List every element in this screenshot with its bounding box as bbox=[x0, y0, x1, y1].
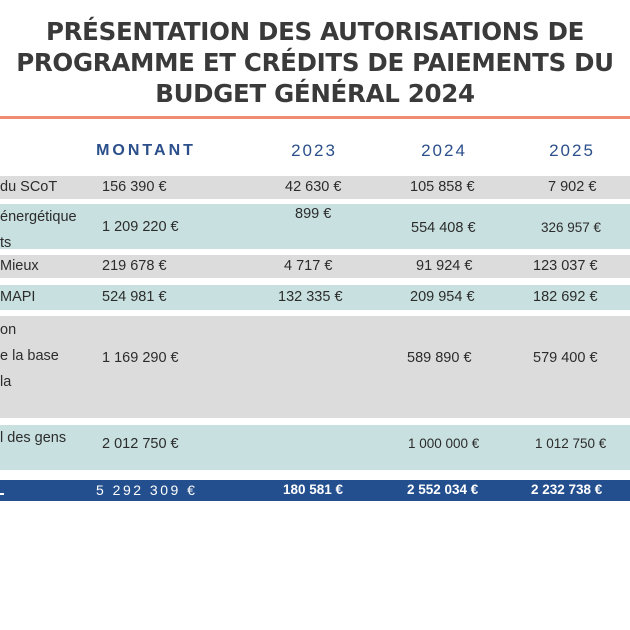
table-row: Mieux 219 678 € 4 717 € 91 924 € 123 037… bbox=[0, 255, 630, 278]
cell-2025: 7 902 € bbox=[548, 179, 597, 195]
title-line-2: PROGRAMME ET CRÉDITS DE PAIEMENTS DU bbox=[16, 48, 614, 77]
cell-2025: 123 037 € bbox=[533, 258, 598, 274]
cell-2025: 182 692 € bbox=[533, 289, 598, 305]
column-header-montant: MONTANT bbox=[96, 142, 196, 159]
column-header-2023: 2023 bbox=[291, 141, 337, 160]
row-label: Mieux bbox=[0, 258, 39, 274]
table-row: l des gens 2 012 750 € 1 000 000 € 1 012… bbox=[0, 425, 630, 470]
cell-2024: 1 000 000 € bbox=[408, 436, 480, 451]
row-label: on e la base la bbox=[0, 322, 59, 390]
row-label: du SCoT bbox=[0, 179, 58, 195]
table-row: énergétique ts 1 209 220 € 899 € 554 408… bbox=[0, 204, 630, 251]
cell-2023: 132 335 € bbox=[278, 289, 343, 305]
table-row: MAPI 524 981 € 132 335 € 209 954 € 182 6… bbox=[0, 285, 630, 310]
total-montant: 5 292 309 € bbox=[96, 482, 198, 498]
row-label: énergétique ts bbox=[0, 209, 77, 251]
title-line-3: BUDGET GÉNÉRAL 2024 bbox=[155, 79, 475, 108]
cell-montant: 2 012 750 € bbox=[102, 436, 179, 452]
cell-2023: 4 717 € bbox=[284, 258, 333, 274]
cell-2024: 209 954 € bbox=[410, 289, 475, 305]
title-divider bbox=[0, 116, 630, 119]
column-header-2024: 2024 bbox=[421, 141, 467, 160]
table-row: du SCoT 156 390 € 42 630 € 105 858 € 7 9… bbox=[0, 176, 630, 199]
total-row-marker bbox=[0, 493, 4, 495]
row-label: l des gens bbox=[0, 430, 67, 446]
cell-2024: 589 890 € bbox=[407, 350, 472, 366]
cell-montant: 524 981 € bbox=[102, 289, 167, 305]
cell-2025: 579 400 € bbox=[533, 350, 598, 366]
total-2024: 2 552 034 € bbox=[407, 482, 479, 497]
cell-montant: 1 209 220 € bbox=[102, 219, 179, 235]
column-header-2025: 2025 bbox=[549, 141, 595, 160]
total-2025: 2 232 738 € bbox=[531, 482, 603, 497]
cell-montant: 1 169 290 € bbox=[102, 350, 179, 366]
cell-2024: 554 408 € bbox=[411, 220, 476, 236]
cell-2024: 105 858 € bbox=[410, 179, 475, 195]
title-line-1: PRÉSENTATION DES AUTORISATIONS DE bbox=[45, 17, 585, 46]
cell-2024: 91 924 € bbox=[416, 258, 473, 274]
row-label: MAPI bbox=[0, 289, 36, 305]
table-row: on e la base la 1 169 290 € 589 890 € 57… bbox=[0, 316, 630, 418]
cell-2023: 899 € bbox=[295, 206, 332, 222]
cell-2025: 326 957 € bbox=[541, 220, 602, 235]
cell-montant: 156 390 € bbox=[102, 179, 167, 195]
total-row: 5 292 309 € 180 581 € 2 552 034 € 2 232 … bbox=[0, 480, 630, 501]
page-title: PRÉSENTATION DES AUTORISATIONS DE PROGRA… bbox=[0, 16, 630, 109]
cell-montant: 219 678 € bbox=[102, 258, 167, 274]
cell-2023: 42 630 € bbox=[285, 179, 342, 195]
total-2023: 180 581 € bbox=[283, 482, 344, 497]
cell-2025: 1 012 750 € bbox=[535, 436, 607, 451]
